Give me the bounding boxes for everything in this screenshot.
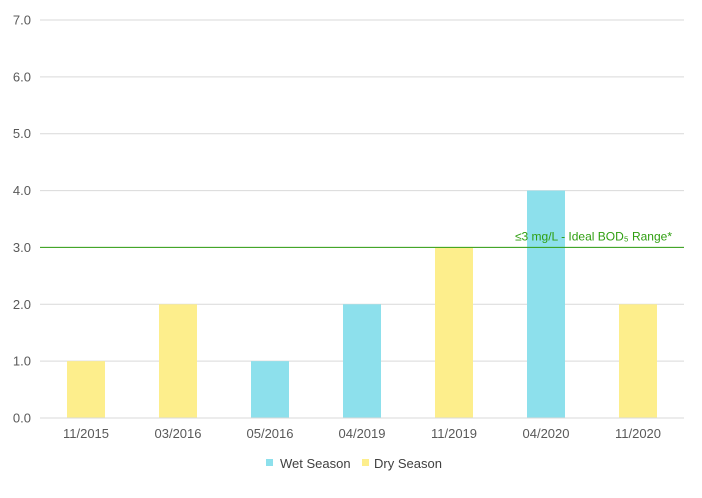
- reference-line-group: ≤3 mg/L - Ideal BOD₅ Range*: [40, 229, 684, 248]
- y-tick-label: 3.0: [13, 240, 31, 255]
- y-tick-label: 2.0: [13, 297, 31, 312]
- bar: [67, 361, 105, 418]
- legend-label: Wet Season: [280, 456, 351, 471]
- y-tick-label: 7.0: [13, 13, 31, 28]
- x-tick-label: 11/2019: [431, 426, 477, 441]
- bar: [435, 247, 473, 418]
- y-tick-label: 4.0: [13, 183, 31, 198]
- y-tick-label: 1.0: [13, 354, 31, 369]
- bar: [527, 190, 565, 418]
- legend-label: Dry Season: [374, 456, 442, 471]
- y-tick-label: 0.0: [13, 411, 31, 426]
- legend-swatch: [362, 459, 369, 466]
- reference-line-label: ≤3 mg/L - Ideal BOD₅ Range*: [515, 229, 672, 243]
- bar: [251, 361, 289, 418]
- legend-swatch: [266, 459, 273, 466]
- bar: [343, 304, 381, 418]
- x-tick-label: 04/2020: [523, 426, 570, 441]
- x-tick-label: 04/2019: [339, 426, 386, 441]
- x-tick-label: 05/2016: [247, 426, 294, 441]
- x-tick-label: 11/2020: [615, 426, 661, 441]
- bars: [67, 190, 657, 418]
- bar: [159, 304, 197, 418]
- y-tick-label: 6.0: [13, 69, 31, 84]
- x-axis-ticks: 11/2015 03/2016 05/2016 04/2019 11/2019 04/20…: [63, 426, 661, 441]
- legend: Wet Season Dry Season: [266, 456, 442, 471]
- x-tick-label: 11/2015: [63, 426, 109, 441]
- y-tick-label: 5.0: [13, 126, 31, 141]
- bar: [619, 304, 657, 418]
- x-tick-label: 03/2016: [155, 426, 202, 441]
- y-axis-ticks: 0.0 1.0 2.0 3.0 4.0 5.0 6.0 7.0: [13, 13, 31, 426]
